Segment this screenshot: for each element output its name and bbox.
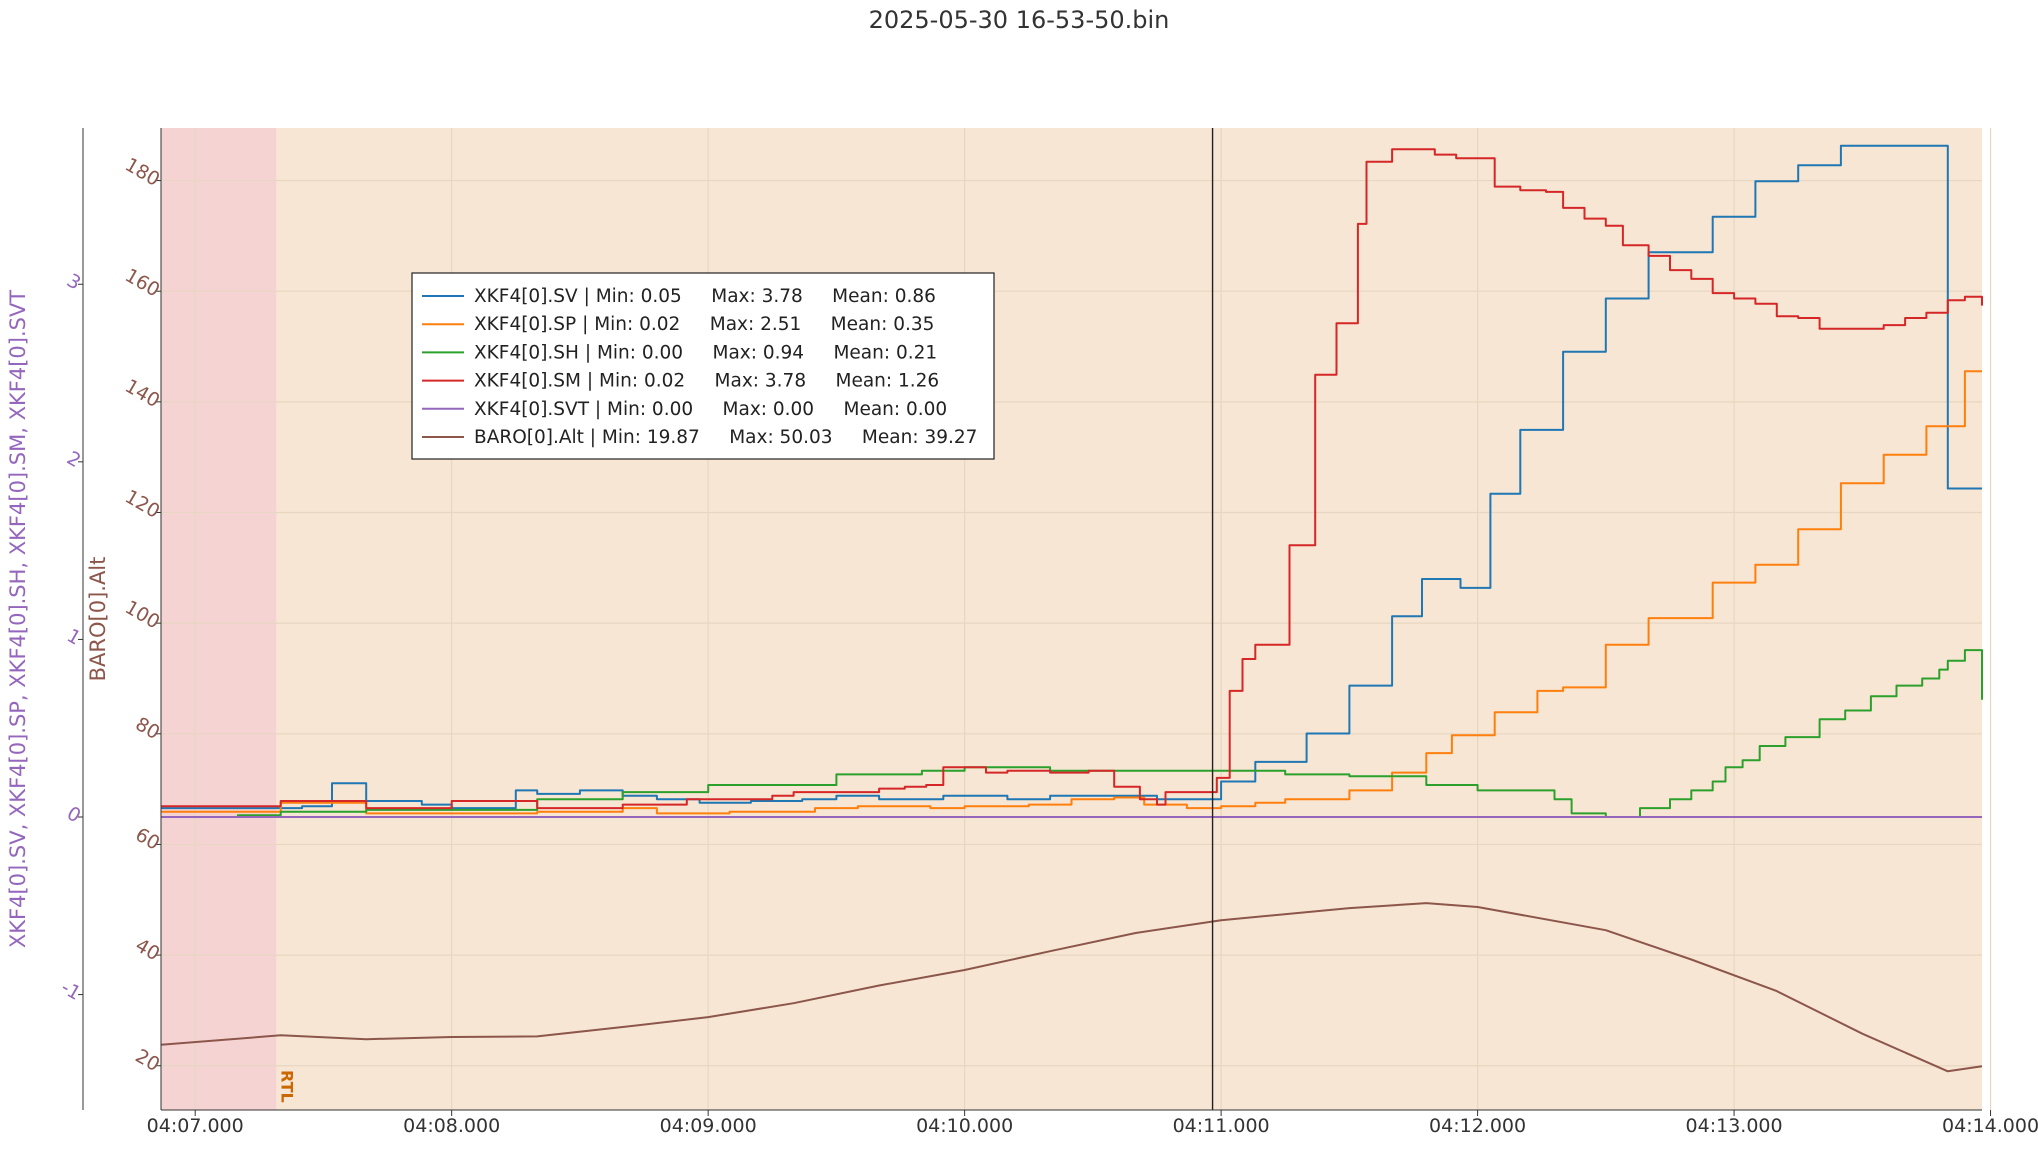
series-xkf4-0-sp (161, 370, 1982, 815)
y-inner-tick-label: 180 (121, 154, 163, 191)
y-inner-tick-label: 100 (121, 596, 163, 633)
y-inner-tick-label: 20 (132, 1045, 164, 1076)
legend-box (411, 272, 995, 460)
x-tick-label: 04:14.000 (1942, 1115, 2038, 1137)
y-inner-tick-label: 140 (121, 375, 163, 412)
y-axis-inner-label: BARO[0].Alt (86, 557, 110, 682)
y-outer-tick-label: -1 (57, 976, 84, 1005)
legend-entry: XKF4[0].SH | Min: 0.00 Max: 0.94 Mean: 0… (474, 342, 937, 363)
legend-entry: XKF4[0].SM | Min: 0.02 Max: 3.78 Mean: 1… (474, 371, 939, 392)
legend: XKF4[0].SV | Min: 0.05 Max: 3.78 Mean: 0… (411, 272, 995, 460)
series-xkf4-0-sm (161, 148, 1983, 810)
y-axis-outer-label: XKF4[0].SV, XKF4[0].SP, XKF4[0].SH, XKF4… (6, 290, 30, 948)
pre-mode-band (161, 128, 277, 1110)
y-axis-outer: -1 0 1 2 3 (57, 269, 84, 1004)
y-outer-tick-label: 1 (63, 625, 84, 650)
y-outer-tick-label: 0 (63, 802, 84, 827)
series-xkf4-0-sh (161, 649, 1983, 818)
y-outer-tick-label: 2 (63, 447, 84, 472)
y-inner-tick-label: 120 (121, 486, 163, 523)
x-tick-label: 04:11.000 (1173, 1115, 1270, 1137)
chart-title: 2025-05-30 16-53-50.bin (869, 6, 1170, 34)
series-baro-0-alt (160, 902, 1983, 1073)
y-inner-tick-label: 60 (132, 824, 164, 855)
legend-entry: XKF4[0].SV | Min: 0.05 Max: 3.78 Mean: 0… (474, 286, 936, 307)
x-tick-label: 04:08.000 (403, 1115, 500, 1137)
x-tick-label: 04:09.000 (660, 1115, 757, 1137)
y-inner-tick-label: 40 (132, 934, 164, 965)
x-tick-label: 04:10.000 (916, 1115, 1013, 1137)
y-inner-tick-label: 80 (132, 713, 164, 744)
rtl-mode-label: RTL (277, 1070, 296, 1103)
grid-lines (161, 128, 1992, 1110)
legend-entry: XKF4[0].SP | Min: 0.02 Max: 2.51 Mean: 0… (474, 314, 934, 335)
legend-entry: BARO[0].Alt | Min: 19.87 Max: 50.03 Mean… (474, 427, 977, 448)
x-tick-label: 04:13.000 (1686, 1115, 1783, 1137)
legend-entry: XKF4[0].SVT | Min: 0.00 Max: 0.00 Mean: … (474, 399, 947, 420)
y-axis-inner: 20 40 60 80 100 120 140 160 180 (121, 154, 163, 1076)
x-tick-label: 04:07.000 (147, 1115, 244, 1137)
y-inner-tick-label: 160 (121, 264, 163, 301)
x-axis: 04:07.000 04:08.000 04:09.000 04:10.000 04:1… (147, 1110, 2038, 1137)
series-lines (160, 144, 1983, 1073)
x-tick-label: 04:12.000 (1429, 1115, 1526, 1137)
y-outer-tick-label: 3 (63, 269, 84, 294)
